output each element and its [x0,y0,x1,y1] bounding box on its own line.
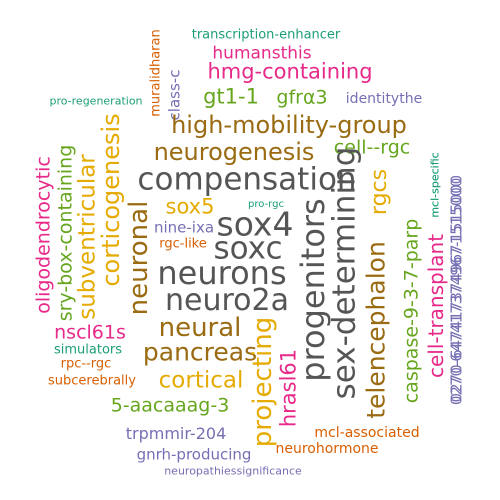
word: 5-aacaaag-3 [110,394,230,417]
word: neurons [157,254,287,292]
word: gfrα3 [276,86,328,109]
word: cortical [158,367,244,394]
word: sox5 [165,194,215,219]
word: simulators [53,342,123,358]
word: muralidharan [148,29,164,117]
word: soxc [213,230,283,267]
word: nscl61s [54,321,126,344]
word: cell--rgc [333,136,411,159]
word: rgc-like [159,236,207,252]
word: mcl-specific [428,152,442,218]
word: neuropathiessignificance [164,464,302,478]
word: mcl-associated [314,425,420,441]
word: pro-rgc [248,199,284,210]
word: transcription-enhancer [191,27,341,43]
word: cell-transplant [424,233,448,379]
word: sry-box-containing [54,144,77,322]
word: pancreas [142,337,258,367]
word: high-mobility-group [171,111,407,139]
word: neurohormone [275,441,379,457]
word: nine-ixa [153,218,215,237]
word: neural [158,313,242,343]
word: sox4 [216,204,294,244]
word: sex-determining [326,146,363,400]
word: 0270-647417374967-1515000 [447,174,466,406]
word: caspase-9-3-7-parp [400,218,423,404]
word: hrasl61 [276,348,301,428]
word: subcerebrally [48,373,136,389]
word: hmg-containing [207,59,373,84]
word: telencephalon [361,241,391,419]
word: rpc--rgc [60,356,112,372]
word: neuro2a [165,283,289,318]
word: neuronal [124,200,154,316]
word: rgcs [367,168,392,216]
word: pro-regeneration [49,94,143,108]
word: neurogenesis [153,138,315,166]
word: identitythe [345,91,423,107]
word: subventricular [74,154,101,320]
word: gnrh-producing [136,445,252,464]
word: corticogenesis [97,113,125,287]
word: progenitors [294,198,332,382]
word: trpmmir-204 [125,424,227,443]
word: compensation [137,161,357,198]
word: projecting [248,316,278,448]
word: oligodendrocytic [32,156,55,314]
word: gt1-1 [203,84,259,109]
word: humansthis [212,43,312,64]
